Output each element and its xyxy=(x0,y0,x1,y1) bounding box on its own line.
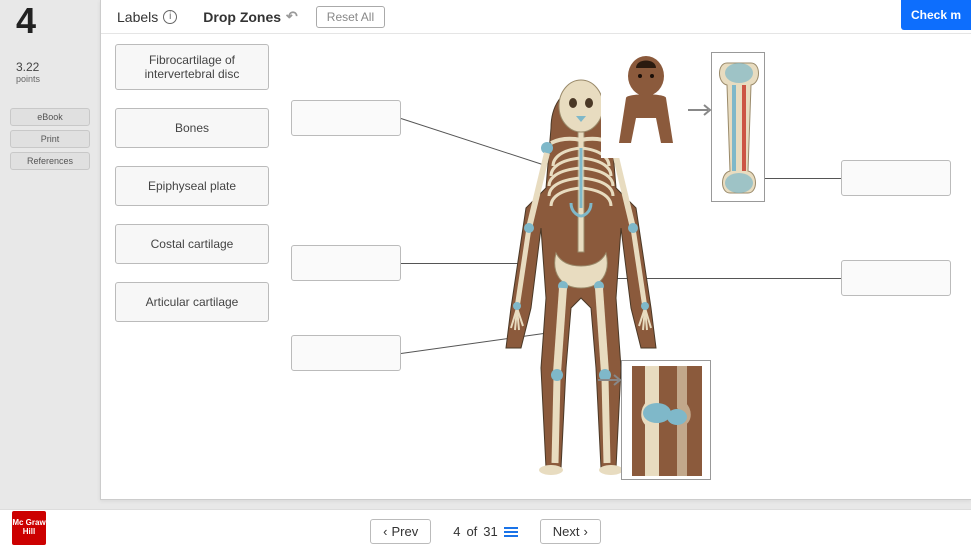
print-link[interactable]: Print xyxy=(10,130,90,148)
reset-all-button[interactable]: Reset All xyxy=(316,6,385,28)
chevron-left-icon: ‹ xyxy=(383,524,387,539)
child-inset xyxy=(601,48,691,158)
check-answer-button[interactable]: Check m xyxy=(901,0,971,30)
info-icon[interactable]: i xyxy=(163,10,177,24)
points-label: points xyxy=(16,74,94,84)
label-card[interactable]: Epiphyseal plate xyxy=(115,166,269,206)
next-label: Next xyxy=(553,524,580,539)
label-card[interactable]: Costal cartilage xyxy=(115,224,269,264)
references-link[interactable]: References xyxy=(10,152,90,170)
tabs-bar: Labels i Drop Zones ↶ Reset All xyxy=(101,0,971,34)
undo-icon: ↶ xyxy=(286,8,298,25)
question-sidebar: 4 3.22 points eBook Print References xyxy=(0,0,100,500)
labels-column: Fibrocartilage of intervertebral disc Bo… xyxy=(115,44,269,340)
bone-longitudinal-inset xyxy=(711,52,765,202)
chevron-right-icon: › xyxy=(584,524,588,539)
drop-zone[interactable] xyxy=(841,160,951,196)
page-total: 31 xyxy=(483,524,497,539)
label-card[interactable]: Bones xyxy=(115,108,269,148)
drop-zone[interactable] xyxy=(841,260,951,296)
label-card[interactable]: Articular cartilage xyxy=(115,282,269,322)
label-card[interactable]: Fibrocartilage of intervertebral disc xyxy=(115,44,269,90)
publisher-logo: Mc Graw Hill xyxy=(12,511,46,545)
grid-icon[interactable] xyxy=(504,527,518,537)
leader-line xyxy=(761,178,841,179)
drop-zone[interactable] xyxy=(291,245,401,281)
tab-dropzones-text: Drop Zones xyxy=(203,9,281,25)
points-value: 3.22 xyxy=(16,60,94,74)
prev-button[interactable]: ‹ Prev xyxy=(370,519,431,544)
drop-zone[interactable] xyxy=(291,335,401,371)
points-block: 3.22 points xyxy=(6,60,94,84)
prev-label: Prev xyxy=(391,524,418,539)
main-panel: Labels i Drop Zones ↶ Reset All Check m … xyxy=(100,0,971,500)
knee-inset xyxy=(621,360,711,480)
tab-labels[interactable]: Labels i xyxy=(109,3,185,31)
ebook-link[interactable]: eBook xyxy=(10,108,90,126)
page-current: 4 xyxy=(453,524,460,539)
arrow-icon xyxy=(686,100,716,120)
side-links: eBook Print References xyxy=(6,108,94,170)
page-of: of xyxy=(466,524,477,539)
tab-dropzones[interactable]: Drop Zones ↶ xyxy=(195,2,306,31)
next-button[interactable]: Next › xyxy=(540,519,601,544)
question-number: 4 xyxy=(6,0,94,42)
arrow-icon xyxy=(596,370,626,390)
drop-zone[interactable] xyxy=(291,100,401,136)
pager[interactable]: 4 of 31 xyxy=(453,524,518,539)
tab-labels-text: Labels xyxy=(117,9,158,25)
footer-nav: ‹ Prev 4 of 31 Next › xyxy=(0,509,971,553)
